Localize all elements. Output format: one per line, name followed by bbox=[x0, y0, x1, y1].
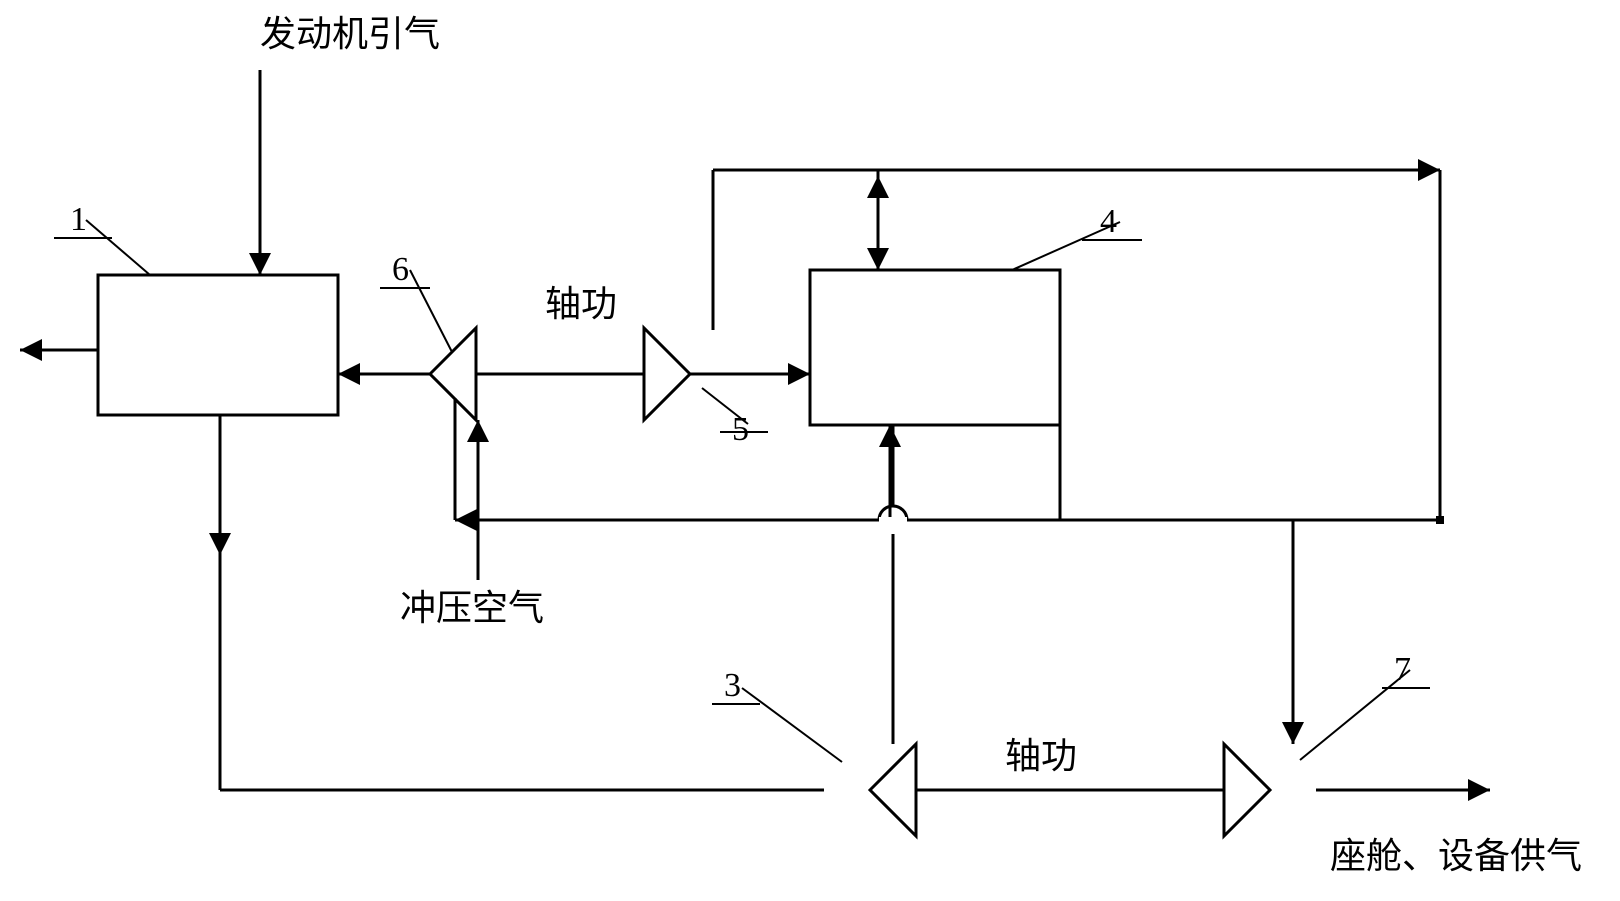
box-b1 bbox=[98, 275, 338, 415]
arrowhead bbox=[1468, 779, 1490, 801]
label-top: 发动机引气 bbox=[260, 14, 440, 54]
arrowhead bbox=[1418, 159, 1440, 181]
label-shaft2: 轴功 bbox=[1005, 736, 1077, 776]
arrowhead bbox=[879, 425, 901, 447]
label-l6: 6 bbox=[392, 251, 409, 288]
arrowhead bbox=[467, 420, 489, 442]
triangle-t6 bbox=[430, 328, 476, 420]
arrowhead bbox=[867, 176, 889, 198]
callout-c1 bbox=[86, 220, 150, 275]
label-ram: 冲压空气 bbox=[400, 588, 544, 628]
arrowhead bbox=[788, 363, 810, 385]
label-shaft1: 轴功 bbox=[545, 284, 617, 324]
label-l4: 4 bbox=[1100, 203, 1117, 240]
node bbox=[1436, 516, 1444, 524]
arrowhead bbox=[867, 248, 889, 270]
callout-c6 bbox=[410, 270, 452, 352]
triangle-t7 bbox=[1224, 744, 1270, 836]
box-b4 bbox=[810, 270, 1060, 425]
arrowhead bbox=[20, 339, 42, 361]
arrowhead bbox=[249, 253, 271, 275]
triangle-t3 bbox=[870, 744, 916, 836]
callout-c3 bbox=[742, 688, 842, 762]
label-l1: 1 bbox=[70, 201, 87, 238]
label-l3: 3 bbox=[724, 667, 741, 704]
arrowhead bbox=[455, 509, 477, 531]
arrowhead bbox=[338, 363, 360, 385]
triangle-t5 bbox=[644, 328, 690, 420]
arrowhead bbox=[1282, 722, 1304, 744]
label-out: 座舱、设备供气 bbox=[1330, 836, 1582, 876]
arrowhead bbox=[209, 533, 231, 555]
label-l5: 5 bbox=[732, 411, 749, 448]
label-l7: 7 bbox=[1394, 651, 1411, 688]
